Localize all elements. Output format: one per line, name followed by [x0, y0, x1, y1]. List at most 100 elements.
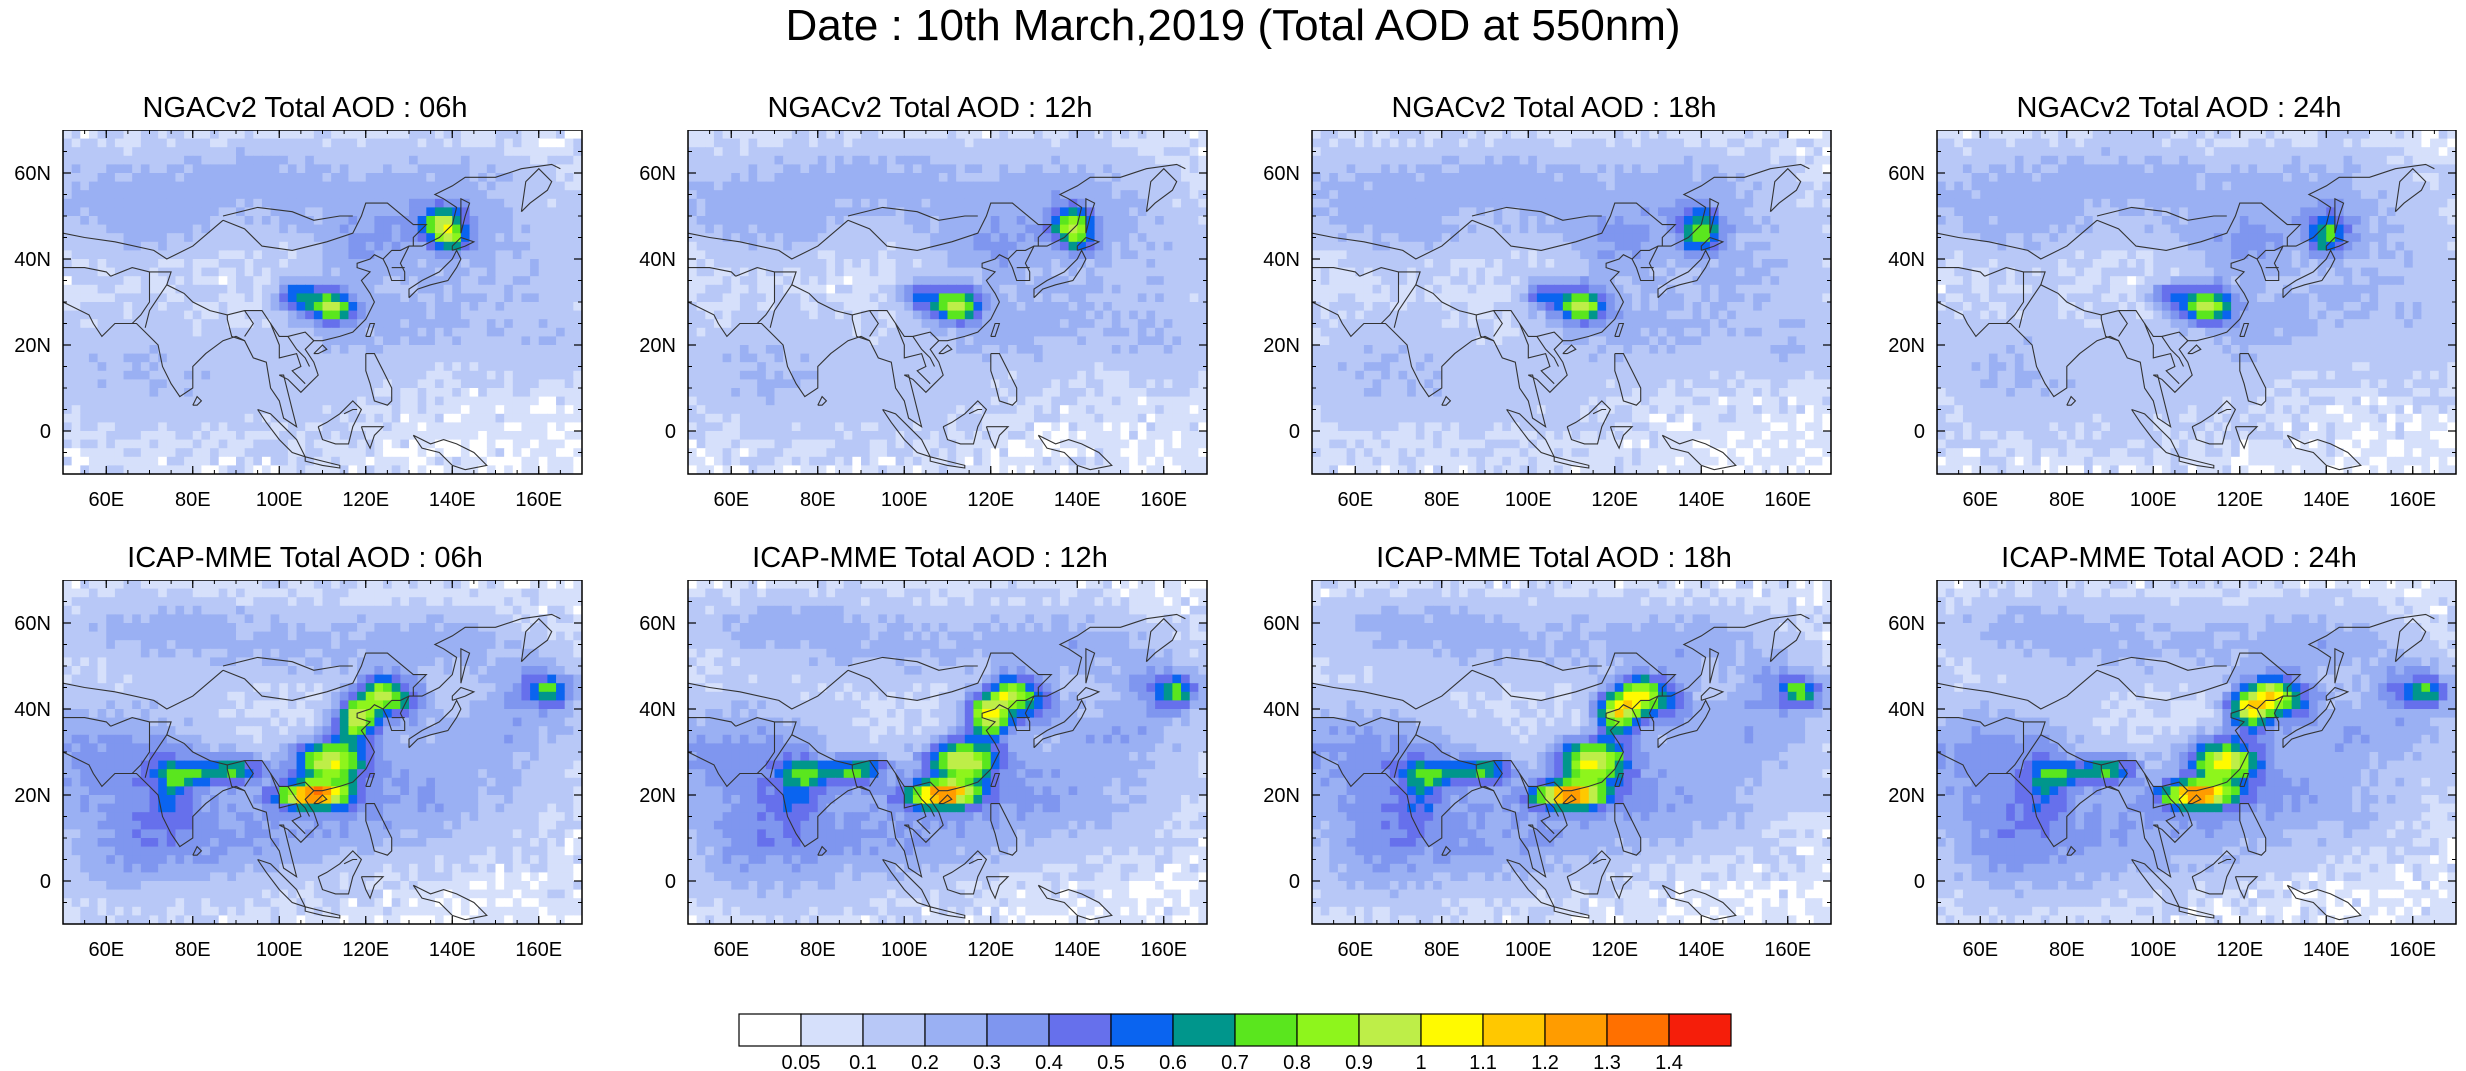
colorbar-swatch	[986, 1013, 1050, 1047]
lat-tick-label: 40N	[639, 699, 676, 721]
panel-title: ICAP-MME Total AOD : 24h	[1879, 540, 2466, 576]
lat-tick-label: 40N	[14, 249, 51, 271]
aod-map: 60E 80E 100E 120E 140E 160E 60N 40N 20N 0	[1263, 580, 1832, 961]
lon-tick-label: 120E	[1591, 939, 1638, 961]
lon-tick-label: 140E	[1678, 939, 1725, 961]
lat-tick-label: 0	[1289, 871, 1300, 893]
lon-tick-label: 100E	[2130, 939, 2177, 961]
map-panel: NGACv2 Total AOD : 06h 60E 80E 100E 120E 140E…	[5, 90, 605, 550]
aod-field	[1312, 580, 1831, 924]
colorbar-tick-label: 0.1	[849, 1052, 877, 1071]
lon-tick-label: 160E	[2389, 489, 2436, 511]
panel-title: ICAP-MME Total AOD : 06h	[5, 540, 605, 576]
lon-tick-label: 100E	[256, 939, 303, 961]
lon-tick-label: 160E	[1764, 939, 1811, 961]
coastlines	[1937, 163, 2435, 471]
panel-title: NGACv2 Total AOD : 06h	[5, 90, 605, 126]
lat-tick-label: 20N	[1263, 785, 1300, 807]
colorbar-tick-label: 0.2	[911, 1052, 939, 1071]
aod-map: 60E 80E 100E 120E 140E 160E 60N 40N 20N 0	[639, 580, 1208, 961]
colorbar-swatch	[800, 1013, 864, 1047]
lon-tick-label: 60E	[713, 489, 749, 511]
lon-tick-label: 100E	[1505, 489, 1552, 511]
lon-tick-label: 160E	[515, 489, 562, 511]
colorbar-swatch	[1544, 1013, 1608, 1047]
lat-tick-label: 20N	[14, 785, 51, 807]
lon-tick-label: 140E	[429, 489, 476, 511]
lon-tick-label: 160E	[1140, 939, 1187, 961]
lon-tick-label: 80E	[2049, 939, 2085, 961]
aod-field	[63, 580, 582, 924]
lon-tick-label: 80E	[175, 489, 211, 511]
lat-tick-label: 20N	[639, 335, 676, 357]
panel-title: NGACv2 Total AOD : 12h	[630, 90, 1230, 126]
lat-tick-label: 0	[1914, 421, 1925, 443]
aod-map: 60E 80E 100E 120E 140E 160E 60N 40N 20N 0	[1263, 130, 1832, 511]
colorbar-swatch	[738, 1013, 802, 1047]
coastlines	[1312, 613, 1810, 921]
map-panel: ICAP-MME Total AOD : 12h 60E 80E 100E 120E 14…	[630, 540, 1230, 1000]
lat-tick-label: 60N	[639, 613, 676, 635]
lat-tick-label: 20N	[1263, 335, 1300, 357]
coastlines	[63, 163, 561, 471]
lat-tick-label: 40N	[1888, 249, 1925, 271]
aod-map: 60E 80E 100E 120E 140E 160E 60N 40N 20N 0	[1888, 130, 2457, 511]
lat-tick-label: 60N	[14, 163, 51, 185]
lon-tick-label: 140E	[1054, 489, 1101, 511]
lat-tick-label: 60N	[1888, 613, 1925, 635]
lon-tick-label: 140E	[429, 939, 476, 961]
lon-tick-label: 60E	[1962, 939, 1998, 961]
colorbar-tick-label: 1	[1415, 1052, 1426, 1071]
panel-title: NGACv2 Total AOD : 18h	[1254, 90, 1854, 126]
lat-tick-label: 0	[665, 871, 676, 893]
lon-tick-label: 140E	[1678, 489, 1725, 511]
coastlines	[1312, 163, 1810, 471]
colorbar-swatch	[924, 1013, 988, 1047]
lon-tick-label: 120E	[2216, 489, 2263, 511]
colorbar-tick-label: 0.9	[1345, 1052, 1373, 1071]
panel-title: NGACv2 Total AOD : 24h	[1879, 90, 2466, 126]
lat-tick-label: 60N	[14, 613, 51, 635]
lon-tick-label: 60E	[713, 939, 749, 961]
colorbar-swatch	[1606, 1013, 1670, 1047]
colorbar-tick-label: 0.3	[973, 1052, 1001, 1071]
colorbar-tick-label: 0.05	[782, 1052, 821, 1071]
lat-tick-label: 60N	[1263, 163, 1300, 185]
lon-tick-label: 100E	[881, 939, 928, 961]
lat-tick-label: 0	[1289, 421, 1300, 443]
lon-tick-label: 100E	[881, 489, 928, 511]
lat-tick-label: 20N	[1888, 335, 1925, 357]
panel-title: ICAP-MME Total AOD : 12h	[630, 540, 1230, 576]
lon-tick-label: 120E	[342, 939, 389, 961]
lon-tick-label: 80E	[1424, 489, 1460, 511]
lat-tick-label: 60N	[1888, 163, 1925, 185]
colorbar-tick-label: 0.6	[1159, 1052, 1187, 1071]
colorbar-swatch	[1358, 1013, 1422, 1047]
lat-tick-label: 60N	[1263, 613, 1300, 635]
aod-map: 60E 80E 100E 120E 140E 160E 60N 40N 20N 0	[1888, 580, 2457, 961]
colorbar-tick-label: 0.5	[1097, 1052, 1125, 1071]
colorbar-swatch	[1668, 1013, 1732, 1047]
colorbar-tick-label: 1.1	[1469, 1052, 1497, 1071]
lon-tick-label: 60E	[1337, 489, 1373, 511]
lon-tick-label: 80E	[175, 939, 211, 961]
colorbar-swatch	[1234, 1013, 1298, 1047]
colorbar-swatch	[862, 1013, 926, 1047]
coastlines	[1937, 613, 2435, 921]
map-panel: ICAP-MME Total AOD : 18h 60E 80E 100E 120E 14…	[1254, 540, 1854, 1000]
coastlines	[688, 163, 1186, 471]
lon-tick-label: 120E	[967, 489, 1014, 511]
coastlines	[688, 613, 1186, 921]
colorbar-swatch	[1296, 1013, 1360, 1047]
lon-tick-label: 100E	[1505, 939, 1552, 961]
lat-tick-label: 0	[1914, 871, 1925, 893]
coastlines	[63, 613, 561, 921]
map-panel: NGACv2 Total AOD : 18h 60E 80E 100E 120E 140E…	[1254, 90, 1854, 550]
lat-tick-label: 0	[40, 871, 51, 893]
colorbar-tick-label: 1.4	[1655, 1052, 1683, 1071]
aod-field	[1937, 130, 2456, 474]
colorbar: 0.05 0.1 0.2 0.3 0.4 0.5 0.6 0.7 0.8 0.9 1 1.1 1.2 1.…	[738, 1013, 1732, 1071]
lat-tick-label: 60N	[639, 163, 676, 185]
lon-tick-label: 80E	[1424, 939, 1460, 961]
lat-tick-label: 40N	[1263, 249, 1300, 271]
